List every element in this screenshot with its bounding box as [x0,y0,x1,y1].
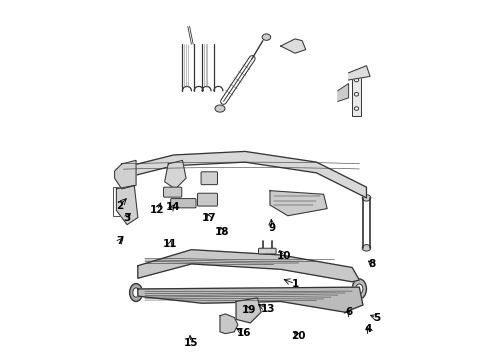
Text: 13: 13 [261,303,275,314]
Ellipse shape [122,170,129,179]
Ellipse shape [354,107,359,111]
Text: 5: 5 [373,312,380,323]
Ellipse shape [122,198,132,208]
Ellipse shape [130,284,143,301]
Text: 17: 17 [202,213,217,223]
FancyBboxPatch shape [164,187,182,197]
Text: 7: 7 [116,237,123,247]
Text: 15: 15 [183,338,198,347]
Text: 11: 11 [163,239,177,249]
Text: 6: 6 [345,307,352,317]
Ellipse shape [171,170,180,180]
Polygon shape [117,152,367,198]
Polygon shape [236,298,261,323]
FancyBboxPatch shape [352,73,361,116]
FancyBboxPatch shape [197,193,218,206]
Polygon shape [270,191,327,216]
Polygon shape [220,314,238,334]
Ellipse shape [223,319,231,330]
Ellipse shape [215,105,225,112]
Text: 1: 1 [292,279,298,289]
Polygon shape [115,160,136,189]
Ellipse shape [133,288,139,297]
Text: 12: 12 [150,205,165,215]
Text: 14: 14 [166,202,180,212]
Text: 9: 9 [268,223,275,233]
Polygon shape [138,287,363,312]
Ellipse shape [354,78,359,82]
Ellipse shape [362,195,371,201]
Ellipse shape [125,201,129,206]
Polygon shape [165,160,186,189]
FancyBboxPatch shape [171,199,196,208]
Text: 3: 3 [123,212,131,222]
Ellipse shape [356,284,363,294]
FancyBboxPatch shape [201,172,218,185]
Text: 10: 10 [277,251,292,261]
Text: 18: 18 [215,227,229,237]
Polygon shape [117,185,138,225]
Ellipse shape [362,245,371,251]
Text: 4: 4 [365,324,372,334]
Ellipse shape [288,41,295,47]
Polygon shape [338,84,348,102]
Ellipse shape [352,279,367,299]
Text: 2: 2 [116,201,123,211]
Ellipse shape [354,93,359,96]
Polygon shape [138,249,359,282]
Text: 19: 19 [242,305,256,315]
Text: 8: 8 [368,259,375,269]
Polygon shape [348,66,370,80]
Ellipse shape [262,34,270,40]
FancyBboxPatch shape [259,248,276,254]
Text: 16: 16 [237,328,251,338]
Polygon shape [281,39,306,53]
Text: 20: 20 [292,332,306,342]
